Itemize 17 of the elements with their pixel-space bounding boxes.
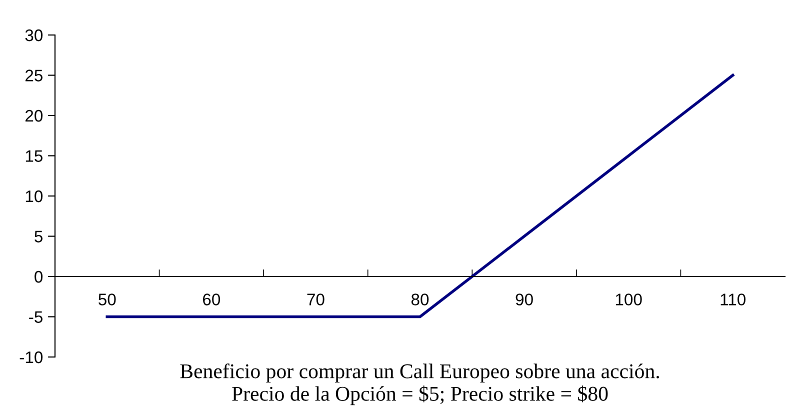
x-tick-label: 50	[98, 294, 116, 306]
y-tick-label: 30	[25, 29, 43, 42]
y-tick-label: 20	[25, 110, 43, 122]
y-tick-label: 10	[26, 190, 43, 202]
x-tick-label: 90	[516, 294, 533, 306]
x-tick-label: 70	[307, 294, 324, 306]
x-tick-label: 80	[411, 294, 429, 306]
y-tick-label: -5	[29, 311, 42, 323]
y-tick-label: -10	[20, 351, 43, 364]
x-tick-label: 100	[616, 294, 642, 306]
y-tick-label: 25	[25, 70, 42, 82]
x-axis-title: Beneficio por comprar un Call Europeo sobre una acción. Precio de la Opción = $5; Precio strike = $80	[180, 363, 659, 406]
y-tick-label: 15	[26, 150, 42, 162]
y-tick-label: 5	[34, 230, 42, 242]
x-tick-label: 60	[203, 294, 220, 306]
x-tick-label: 110	[720, 294, 746, 306]
y-tick-label: 0	[34, 270, 43, 283]
